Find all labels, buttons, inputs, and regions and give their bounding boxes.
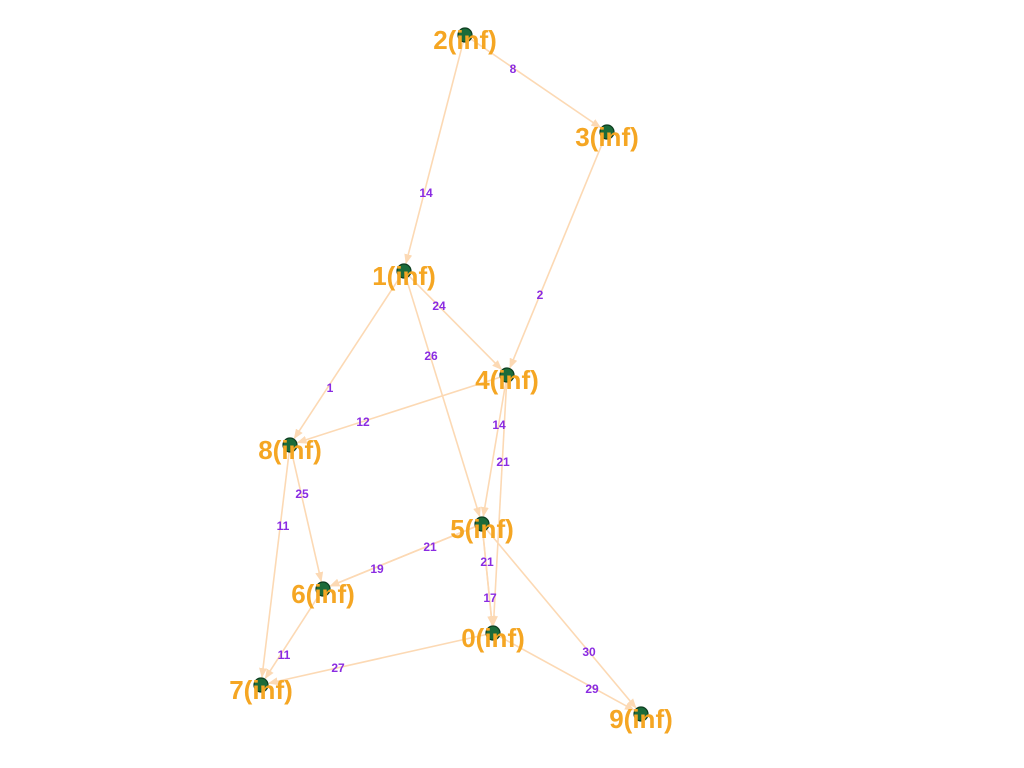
node-label-8: 8(inf) xyxy=(258,435,322,465)
node-5: 5(inf) xyxy=(450,514,514,544)
edge-weight-6-7: 11 xyxy=(278,648,291,662)
node-label-3: 3(inf) xyxy=(575,122,639,152)
node-label-0: 0(inf) xyxy=(461,623,525,653)
edge-weight-5-0: 21 xyxy=(480,555,494,569)
edge-weight-0-7: 27 xyxy=(331,661,345,675)
edge-8-6 xyxy=(290,451,324,583)
edge-8-7 xyxy=(259,451,290,679)
edge-1-8 xyxy=(293,276,401,440)
node-4: 4(inf) xyxy=(475,365,539,395)
edge-weight-4-8: 12 xyxy=(356,415,370,429)
edge-weight-5-6: 19 xyxy=(370,562,384,576)
edge-2-1 xyxy=(404,41,465,265)
node-label-2: 2(inf) xyxy=(433,25,497,55)
edge-5-6 xyxy=(329,525,476,587)
node-dot-3 xyxy=(599,124,615,140)
edge-weight-2-1: 14 xyxy=(419,186,433,200)
edge-0-7 xyxy=(267,633,487,686)
node-8: 8(inf) xyxy=(258,435,322,465)
node-9: 9(inf) xyxy=(609,704,673,734)
node-3: 3(inf) xyxy=(575,122,639,152)
edge-2-3 xyxy=(470,38,602,129)
node-dot-8 xyxy=(282,437,298,453)
edge-4-5 xyxy=(480,381,507,518)
edge-weight-4-5: 14 xyxy=(492,418,506,432)
node-dot-9 xyxy=(633,706,649,722)
edge-5-9 xyxy=(485,528,637,709)
node-0: 0(inf) xyxy=(461,623,525,653)
edge-4-0 xyxy=(489,381,508,627)
edge-weights-layer: 8 14 2 24 26 1 12 14 21 25 11 21 19 21 17 30 11 27 29 xyxy=(277,62,599,696)
node-label-7: 7(inf) xyxy=(229,675,293,705)
node-1: 1(inf) xyxy=(372,261,436,291)
node-label-5: 5(inf) xyxy=(450,514,514,544)
edge-weight-5-6: 21 xyxy=(423,540,437,554)
edge-1-4 xyxy=(408,275,503,371)
edge-weight-1-5: 26 xyxy=(424,349,438,363)
nodes-layer: 0(inf) 1(inf) 2(inf) 3(inf) 4(inf) 5(inf) 6(in… xyxy=(229,25,673,734)
edge-1-5 xyxy=(405,277,481,518)
edge-weight-4-0: 21 xyxy=(496,455,510,469)
edge-weight-8-6: 25 xyxy=(295,487,309,501)
edge-5-0 xyxy=(481,530,496,627)
edge-weight-2-3: 8 xyxy=(510,62,517,76)
edge-0-9 xyxy=(498,635,635,711)
node-dot-1 xyxy=(396,263,412,279)
edge-weight-5-9: 30 xyxy=(582,645,596,659)
edges-layer xyxy=(259,38,637,711)
node-label-4: 4(inf) xyxy=(475,365,539,395)
node-dot-5 xyxy=(474,516,490,532)
edge-4-8 xyxy=(296,376,501,444)
node-dot-7 xyxy=(253,677,269,693)
node-label-1: 1(inf) xyxy=(372,261,436,291)
edge-weight-1-4: 24 xyxy=(432,299,446,313)
edge-6-7 xyxy=(264,594,320,680)
node-label-9: 9(inf) xyxy=(609,704,673,734)
node-dot-4 xyxy=(499,367,515,383)
node-label-6: 6(inf) xyxy=(291,579,355,609)
node-dot-0 xyxy=(485,625,501,641)
node-7: 7(inf) xyxy=(229,675,293,705)
edge-weight-0-9: 29 xyxy=(585,682,599,696)
edge-weight-1-8: 1 xyxy=(327,381,334,395)
node-2: 2(inf) xyxy=(433,25,497,55)
node-dot-6 xyxy=(315,581,331,597)
node-dot-2 xyxy=(457,27,473,43)
edge-weight-5-0: 17 xyxy=(483,591,497,605)
edge-weight-3-4: 2 xyxy=(537,288,544,302)
node-6: 6(inf) xyxy=(291,579,355,609)
edge-weight-8-7: 11 xyxy=(277,519,290,533)
edge-3-4 xyxy=(509,138,606,369)
